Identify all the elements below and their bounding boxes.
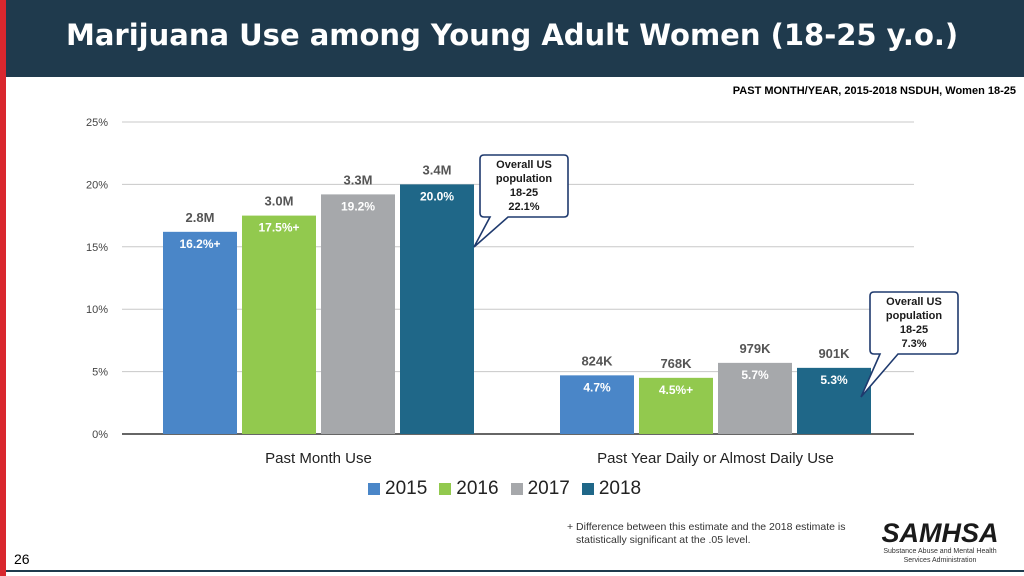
callout-bubble bbox=[860, 291, 959, 398]
logo-wordmark: SAMHSA bbox=[881, 518, 999, 548]
chart-legend: 2015 2016 2017 2018 bbox=[368, 478, 641, 500]
samhsa-logo: SAMHSA Substance Abuse and Mental Health… bbox=[880, 520, 1000, 565]
legend-item-2015: 2015 bbox=[368, 478, 427, 500]
y-tick-label: 15% bbox=[86, 242, 108, 254]
page-title: Marijuana Use among Young Adult Women (1… bbox=[66, 18, 959, 52]
bottom-rule bbox=[6, 570, 1024, 572]
callout-text: 18-25 bbox=[900, 324, 928, 336]
callout-text: population bbox=[886, 310, 942, 322]
bar-count-label: 3.0M bbox=[265, 194, 294, 209]
bar-2018-1 bbox=[797, 367, 871, 434]
bar-value-label: 16.2%+ bbox=[179, 237, 220, 251]
footnote-line-2: statistically significant at the .05 lev… bbox=[576, 534, 751, 546]
header-bar: Marijuana Use among Young Adult Women (1… bbox=[6, 0, 1024, 77]
y-tick-label: 20% bbox=[86, 179, 108, 191]
callout-text: 7.3% bbox=[901, 338, 926, 350]
bar-2016-1 bbox=[639, 377, 713, 434]
legend-swatch-2016 bbox=[439, 483, 452, 495]
chart-bars: 16.2%+ 2.8M 4.7% 824K 17.5%+ 3.0M 4.5%+ 768K 19.… bbox=[163, 162, 871, 434]
legend-item-2018: 2018 bbox=[581, 478, 642, 500]
bar-count-label: 3.4M bbox=[423, 162, 452, 177]
legend-label-2018: 2018 bbox=[598, 478, 642, 499]
legend-swatch-2017 bbox=[510, 483, 523, 495]
y-tick-label: 25% bbox=[86, 117, 108, 129]
bar-2016-0 bbox=[242, 215, 316, 434]
y-tick-label: 0% bbox=[92, 429, 108, 441]
footnote: + Difference between this estimate and t… bbox=[567, 521, 867, 547]
bar-count-label: 2.8M bbox=[186, 210, 215, 225]
callout-text: Overall US bbox=[886, 296, 942, 308]
legend-item-2016: 2016 bbox=[439, 478, 499, 500]
callout-bubble bbox=[473, 154, 569, 248]
bar-2017-1 bbox=[718, 362, 792, 434]
x-axis: Past Month Use Past Year Daily or Almost … bbox=[265, 450, 834, 467]
callout-text: 18-25 bbox=[510, 187, 538, 199]
bar-value-label: 5.3% bbox=[820, 373, 848, 387]
page-number: 26 bbox=[14, 551, 30, 567]
callout-text: population bbox=[496, 173, 552, 185]
source-note: PAST MONTH/YEAR, 2015-2018 NSDUH, Women … bbox=[732, 85, 1016, 97]
bar-count-label: 824K bbox=[581, 353, 613, 368]
logo-subtitle-2: Services Administration bbox=[903, 557, 977, 564]
bar-value-label: 4.7% bbox=[583, 380, 611, 394]
x-category-label: Past Month Use bbox=[265, 450, 372, 467]
legend-swatch-2015 bbox=[368, 483, 380, 495]
left-accent-bar bbox=[0, 0, 6, 576]
footnote-line-1: + Difference between this estimate and t… bbox=[567, 521, 846, 533]
annotation-callout: Overall US population 18-25 7.3% bbox=[860, 291, 959, 398]
bar-value-label: 20.0% bbox=[420, 189, 454, 203]
legend-item-2017: 2017 bbox=[510, 478, 570, 500]
legend-swatch-2018 bbox=[581, 483, 594, 495]
bar-value-label: 4.5%+ bbox=[659, 383, 693, 397]
x-category-label: Past Year Daily or Almost Daily Use bbox=[597, 450, 834, 467]
legend-label-2017: 2017 bbox=[527, 478, 570, 499]
callout-text: 22.1% bbox=[508, 201, 539, 213]
y-tick-label: 5% bbox=[92, 367, 108, 379]
legend-label-2016: 2016 bbox=[456, 478, 499, 499]
y-tick-label: 10% bbox=[86, 304, 108, 316]
bar-value-label: 17.5%+ bbox=[258, 221, 299, 235]
bar-value-label: 19.2% bbox=[341, 199, 375, 213]
bar-count-label: 901K bbox=[818, 346, 850, 361]
callout-text: Overall US bbox=[496, 159, 552, 171]
logo-subtitle-1: Substance Abuse and Mental Health bbox=[883, 548, 997, 555]
bar-count-label: 979K bbox=[739, 341, 771, 356]
legend-label-2015: 2015 bbox=[385, 478, 428, 499]
bar-value-label: 5.7% bbox=[741, 368, 769, 382]
bar-2018-0 bbox=[400, 184, 474, 434]
bar-2015-0 bbox=[163, 231, 237, 434]
bar-count-label: 768K bbox=[660, 356, 692, 371]
bar-2017-0 bbox=[321, 194, 395, 434]
bar-2015-1 bbox=[560, 375, 634, 434]
bar-count-label: 3.3M bbox=[344, 172, 373, 187]
annotation-callout: Overall US population 18-25 22.1% bbox=[473, 154, 569, 248]
